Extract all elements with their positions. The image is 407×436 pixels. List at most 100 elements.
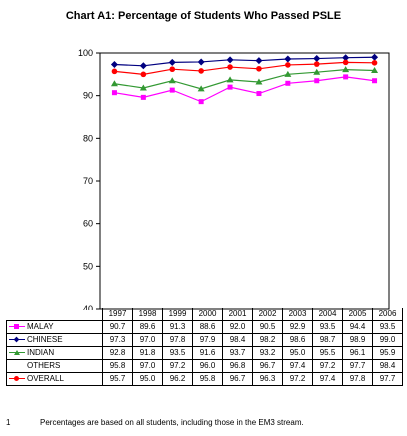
legend-entry-chinese: CHINESE	[6, 333, 103, 347]
data-label-chinese: 99.0	[372, 333, 403, 347]
legend-entry-overall: OVERALL	[6, 372, 103, 386]
data-point-overall	[285, 62, 291, 68]
data-point-malay	[256, 91, 262, 97]
data-point-overall	[256, 65, 262, 72]
data-point-indian	[110, 80, 118, 87]
data-label-malay: 92.9	[282, 320, 313, 334]
data-point-malay	[169, 87, 175, 93]
legend-label-malay: MALAY	[27, 322, 54, 331]
data-label-malay: 93.5	[372, 320, 403, 334]
data-point-chinese	[371, 53, 379, 61]
data-label-overall: 95.0	[132, 372, 163, 386]
data-label-overall: 97.7	[372, 372, 403, 386]
data-point-overall	[371, 60, 378, 66]
data-point-overall	[111, 68, 118, 75]
data-label-others: 96.8	[222, 359, 253, 373]
data-label-indian: 91.8	[132, 346, 163, 360]
data-label-others: 98.4	[372, 359, 403, 373]
y-tick-label: 50	[83, 261, 93, 271]
table-corner	[7, 308, 103, 321]
data-label-others: 97.2	[162, 359, 193, 373]
y-tick-label: 100	[78, 48, 93, 58]
x-tick-label: 2003	[282, 308, 313, 321]
y-tick-label: 60	[83, 219, 93, 229]
legend-label-others: OTHERS	[27, 361, 61, 370]
data-point-chinese	[226, 56, 234, 64]
data-point-indian	[226, 76, 234, 83]
data-label-malay: 90.5	[252, 320, 283, 334]
data-label-overall: 95.8	[192, 372, 223, 386]
data-label-indian: 95.0	[282, 346, 313, 360]
data-label-indian: 95.9	[372, 346, 403, 360]
footnote-number: 1	[6, 418, 11, 427]
footnote: 1 Percentages are based on all students, …	[6, 418, 304, 427]
chart-title: Chart A1: Percentage of Students Who Pas…	[65, 10, 342, 22]
data-label-others: 97.2	[312, 359, 343, 373]
data-point-malay	[343, 74, 349, 80]
data-point-malay	[227, 84, 233, 90]
data-label-others: 95.8	[102, 359, 133, 373]
data-point-indian	[255, 78, 263, 85]
table-row: INDIAN 92.8 91.8 93.5 91.6 93.7 93.2 95.0 95.5 96…	[6, 346, 403, 360]
data-label-malay: 94.4	[342, 320, 373, 334]
data-label-indian: 93.7	[222, 346, 253, 360]
x-tick-label: 1999	[162, 308, 193, 321]
data-point-malay	[140, 94, 146, 100]
x-tick-label: 2000	[192, 308, 223, 321]
data-point-overall	[198, 68, 204, 74]
x-tick-label: 2005	[342, 308, 373, 321]
data-point-indian	[168, 77, 176, 84]
data-label-overall: 96.2	[162, 372, 193, 386]
data-point-chinese	[139, 62, 147, 70]
table-row: OVERALL 95.7 95.0 96.2 95.8 96.7 96.3 97.2 97.4 9…	[6, 372, 403, 386]
data-table: 1997 1998 1999 2000 2001 2002 2003 2004 2005 2006…	[6, 308, 403, 386]
data-label-malay: 88.6	[192, 320, 223, 334]
data-point-chinese	[284, 55, 292, 63]
legend-label-indian: INDIAN	[27, 348, 55, 357]
data-label-malay: 89.6	[132, 320, 163, 334]
series-line-indian	[114, 69, 375, 90]
line-chart: 40 50 60 70 80 90 100	[78, 48, 390, 310]
x-tick-label: 2006	[372, 308, 403, 321]
data-point-indian	[313, 68, 321, 75]
data-point-indian	[139, 84, 147, 91]
data-label-chinese: 98.2	[252, 333, 283, 347]
footnote-text: Percentages are based on all students, i…	[40, 418, 304, 427]
data-label-chinese: 98.6	[282, 333, 313, 347]
data-label-malay: 90.7	[102, 320, 133, 334]
y-tick-label: 70	[83, 176, 93, 186]
data-point-indian	[197, 85, 205, 92]
legend-entry-others: OTHERS	[6, 359, 103, 373]
table-row: CHINESE 97.3 97.0 97.8 97.9 98.4 98.2 98.6 98.7 9…	[6, 333, 403, 347]
x-tick-label: 2002	[252, 308, 283, 321]
data-point-indian	[342, 66, 350, 73]
data-point-indian	[371, 66, 379, 73]
series-line-chinese	[114, 56, 375, 67]
data-label-indian: 92.8	[102, 346, 133, 360]
data-label-chinese: 98.9	[342, 333, 373, 347]
legend-entry-malay: MALAY	[6, 320, 103, 334]
data-point-malay	[314, 78, 320, 84]
legend-label-overall: OVERALL	[27, 374, 64, 383]
data-label-chinese: 97.9	[192, 333, 223, 347]
y-tick-label: 80	[83, 133, 93, 143]
table-header-row: 1997 1998 1999 2000 2001 2002 2003 2004 2005 2006	[7, 308, 403, 321]
data-point-overall	[140, 71, 147, 78]
legend-swatch-overall	[9, 375, 25, 383]
legend-swatch-chinese	[9, 336, 25, 344]
legend-swatch-malay	[9, 323, 25, 331]
legend-swatch-indian	[9, 349, 25, 357]
data-label-others: 96.7	[252, 359, 283, 373]
data-label-indian: 93.2	[252, 346, 283, 360]
y-tick-label: 40	[83, 304, 93, 310]
data-label-overall: 96.3	[252, 372, 283, 386]
x-tick-label: 2004	[312, 308, 343, 321]
data-point-overall	[227, 64, 233, 70]
table-row: MALAY 90.7 89.6 91.3 88.6 92.0 90.5 92.9 93.5 94.…	[6, 320, 403, 334]
data-point-malay	[372, 78, 378, 84]
data-point-chinese	[197, 58, 205, 66]
data-label-malay: 92.0	[222, 320, 253, 334]
plot-area	[99, 52, 390, 310]
x-tick-label: 1997	[102, 308, 133, 321]
data-label-chinese: 98.4	[222, 333, 253, 347]
